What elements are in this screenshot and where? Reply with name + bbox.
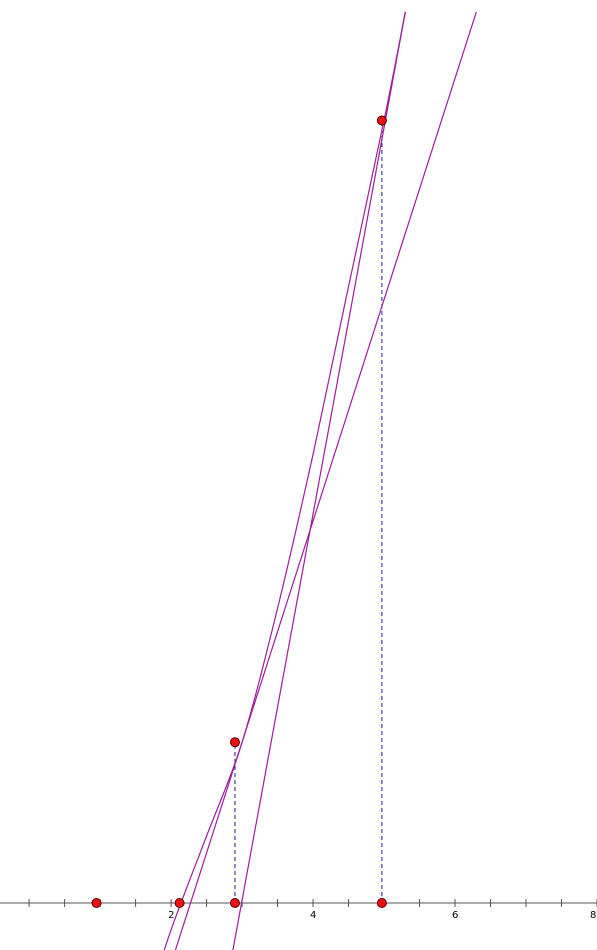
point[interactable] [174,898,185,908]
x-tick-label: 4 [310,910,316,921]
curves [150,11,477,950]
point[interactable] [376,115,387,126]
point[interactable] [229,737,240,748]
point[interactable] [376,898,387,908]
points[interactable] [91,115,387,908]
point[interactable] [91,898,102,908]
x-tick-label: 8 [590,910,596,921]
function-curve[interactable] [150,11,406,950]
x-tick-label: 6 [452,910,458,921]
tangent-line[interactable] [160,11,477,950]
point[interactable] [229,898,240,908]
guide-lines [234,120,383,903]
tangent-line[interactable] [224,11,406,950]
x-tick-label: 2 [168,910,174,921]
